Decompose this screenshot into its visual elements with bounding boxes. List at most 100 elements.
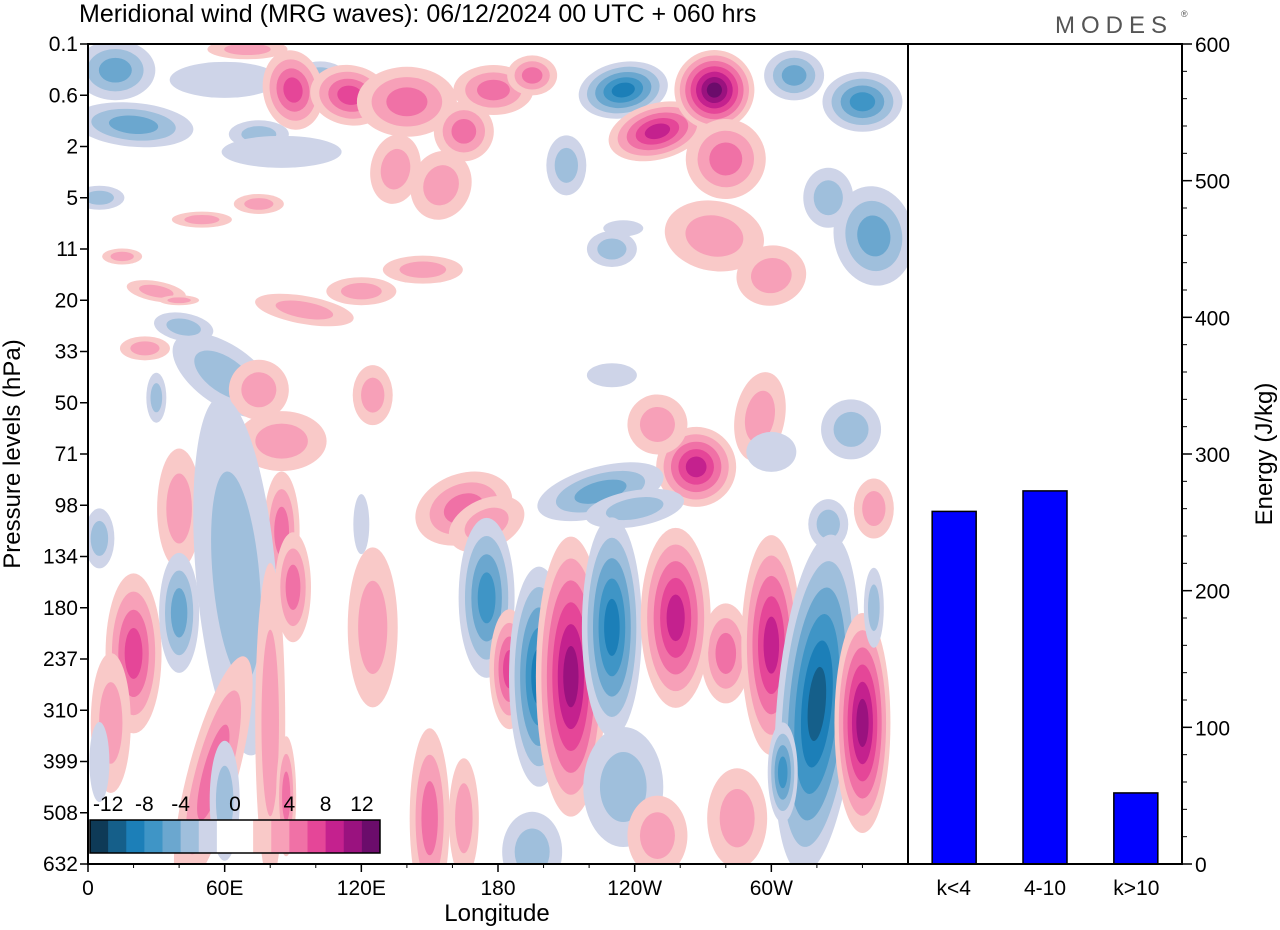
- contour-level: [283, 77, 303, 103]
- contour-feature-87: [89, 722, 110, 803]
- contour-feature-32: [326, 277, 397, 306]
- colorbar-swatch: [343, 820, 363, 853]
- contour-feature-28: [736, 245, 807, 306]
- pressure-tick-label: 2: [66, 136, 78, 159]
- colorbar-swatch: [216, 820, 236, 853]
- contour-level: [856, 698, 869, 748]
- contour-feature-7: [262, 50, 324, 130]
- contour-level: [833, 411, 869, 447]
- contour-feature-16: [546, 135, 587, 196]
- energy-tick-label: 100: [1195, 717, 1230, 740]
- colorbar-frame: [89, 819, 381, 854]
- contour-level: [862, 491, 886, 527]
- colorbar-swatch: [198, 820, 218, 853]
- contour-level: [476, 79, 510, 101]
- contour-feature-40: [236, 411, 327, 472]
- colorbar-label: 12: [350, 793, 373, 816]
- contour-feature-80: [707, 768, 768, 864]
- contour-feature-44: [627, 394, 688, 455]
- contour-level: [139, 284, 174, 298]
- contour-level: [255, 423, 308, 459]
- contour-level: [597, 238, 627, 260]
- contour-level: [816, 509, 840, 539]
- contour-level: [380, 148, 411, 190]
- contour-level: [89, 722, 110, 803]
- colorbar-swatch: [90, 820, 109, 853]
- colorbar-label: -8: [135, 793, 154, 816]
- energy-axis-label: Energy (J/kg): [1251, 383, 1278, 526]
- longitude-tick-label: 120E: [337, 877, 386, 900]
- colorbar-swatch: [289, 820, 308, 853]
- energy-bar: [1022, 490, 1068, 865]
- pressure-tick-label: 0.1: [49, 33, 78, 56]
- contour-feature-69: [347, 547, 398, 708]
- contour-feature-11: [410, 150, 472, 220]
- contour-level: [282, 771, 291, 821]
- contour-level: [110, 251, 134, 262]
- contour-level: [604, 598, 620, 656]
- contour-level: [813, 180, 843, 216]
- colorbar-swatch: [144, 820, 163, 853]
- colorbar-swatch: [361, 820, 381, 853]
- contour-level: [167, 297, 191, 304]
- contour-level: [130, 341, 160, 356]
- contour-level: [184, 214, 220, 225]
- contour-level: [170, 588, 188, 638]
- contour-feature-46: [821, 399, 882, 460]
- energy-tick-label: 600: [1195, 34, 1230, 57]
- contour-level: [98, 57, 132, 83]
- contour-level: [340, 283, 382, 300]
- modes-logo-mark: ®: [1181, 9, 1188, 19]
- pressure-tick-label: 71: [55, 443, 78, 466]
- contour-feature-47: [352, 365, 393, 426]
- colorbar-label: 0: [229, 793, 241, 816]
- contour-level: [644, 123, 671, 140]
- energy-tick-label: 400: [1195, 307, 1230, 330]
- longitude-axis: 0 60E 120E 180 120W 60W: [82, 864, 863, 900]
- colorbar-swatch: [235, 820, 254, 853]
- contour-feature-35: [159, 295, 200, 306]
- energy-category-label: k<4: [936, 877, 971, 900]
- contour-feature-83: [767, 722, 798, 823]
- colorbar-swatch: [180, 820, 200, 853]
- longitude-tick-label: 60E: [206, 877, 243, 900]
- contour-feature-85: [863, 567, 884, 648]
- contour-level: [224, 44, 271, 56]
- contour-level: [353, 494, 370, 555]
- energy-bar: [1113, 792, 1159, 865]
- colorbar-swatch: [271, 820, 290, 853]
- contour-feature-57: [700, 603, 751, 704]
- contour-level: [611, 82, 635, 98]
- contour-level: [685, 215, 744, 257]
- contour-feature-20: [685, 118, 766, 199]
- energy-category-label: 4-10: [1024, 877, 1066, 900]
- contour-feature-33: [255, 293, 354, 327]
- contour-level: [563, 646, 579, 708]
- pressure-tick-label: 5: [66, 187, 78, 210]
- contour-feature-88: [502, 811, 563, 864]
- contour-feature-71: [448, 758, 479, 864]
- contour-feature-10: [370, 134, 421, 204]
- contour-feature-9: [356, 66, 457, 137]
- contour-feature-24: [764, 50, 825, 101]
- pressure-tick-label: 399: [43, 751, 78, 774]
- energy-bars: [931, 490, 1159, 865]
- pressure-tick-label: 50: [55, 392, 78, 415]
- pressure-tick-label: 20: [55, 289, 78, 312]
- contour-feature-62: [159, 552, 200, 673]
- contour-feature-13: [382, 255, 463, 284]
- contour-level: [781, 65, 807, 86]
- pressure-tick-label: 33: [55, 341, 78, 364]
- contour-feature-84: [834, 612, 891, 833]
- contour-feature-58: [808, 499, 849, 550]
- contour-feature-25: [822, 71, 903, 132]
- pressure-tick-label: 508: [43, 802, 78, 825]
- contour-feature-70: [409, 728, 450, 864]
- energy-tick-label: 500: [1195, 171, 1230, 194]
- contour-feature-21: [664, 200, 765, 272]
- contour-feature-78: [640, 527, 711, 708]
- colorbar-label: 4: [284, 793, 296, 816]
- contour-feature-31: [233, 193, 284, 214]
- contour-level: [451, 118, 477, 144]
- pressure-tick-label: 310: [43, 699, 78, 722]
